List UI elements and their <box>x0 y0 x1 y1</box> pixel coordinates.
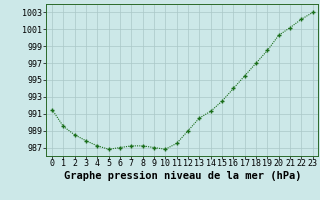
X-axis label: Graphe pression niveau de la mer (hPa): Graphe pression niveau de la mer (hPa) <box>64 171 301 181</box>
